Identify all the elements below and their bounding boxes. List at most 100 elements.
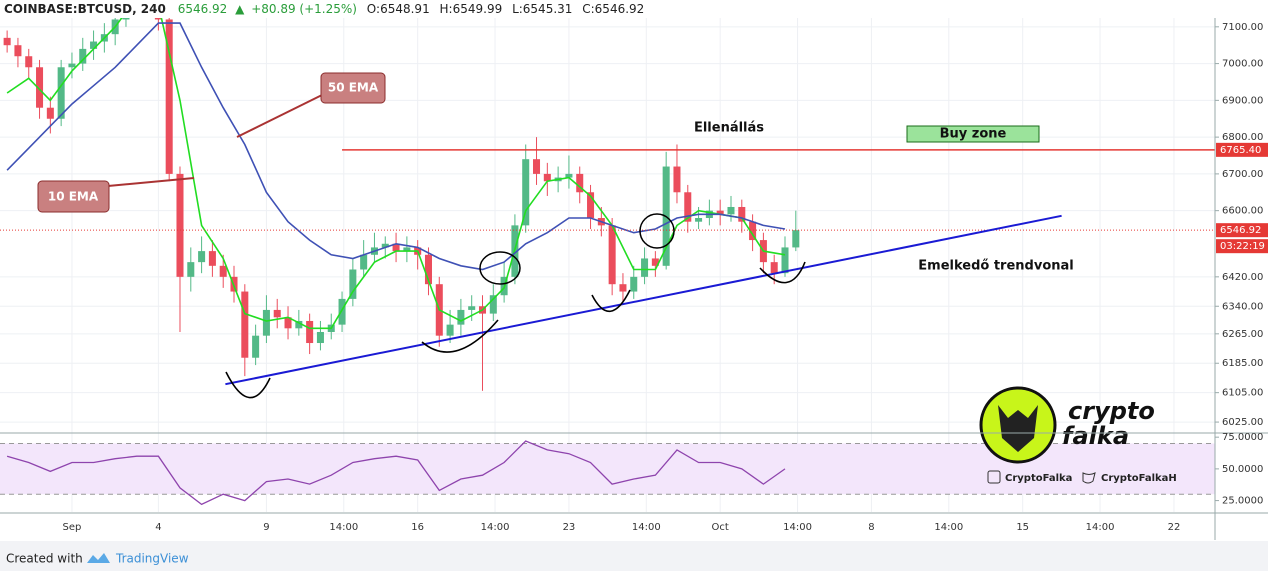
high: H:6549.99 (440, 2, 503, 16)
candle-body (198, 251, 206, 263)
y-tick-label: 6900.00 (1222, 95, 1263, 106)
candle-body (457, 309, 465, 325)
candle-body (338, 298, 346, 325)
x-tick-label: 22 (1168, 522, 1181, 533)
candle-body (565, 173, 573, 178)
trendline-label: Emelkedő trendvonal (918, 259, 1073, 274)
candle-body (25, 56, 33, 68)
candle-body (381, 243, 389, 248)
ema-line (6, 22, 786, 271)
candle-body (176, 173, 184, 277)
tradingview-icon (87, 553, 110, 563)
candle-body (262, 309, 270, 336)
candle-body (360, 254, 368, 270)
symbol: COINBASE:BTCUSD, 240 (4, 2, 166, 16)
hand-curve (759, 261, 806, 284)
candle-body (46, 107, 54, 119)
price-label-box (1216, 142, 1268, 157)
hand-curve (591, 289, 631, 313)
axes: Sep 4 9 14:00 16 14:00 23 14:00 Oct 14:00 8 14:00 15… (63, 22, 1268, 533)
x-tick-label: 4 (155, 522, 161, 533)
callout-label: 10 EMA (48, 190, 99, 204)
rsi-tick-label: 75.0000 (1222, 432, 1263, 443)
facebook-handle: CryptoFalka (1005, 473, 1072, 484)
annotations: 50 EMA 10 EMA Ellenállás Buy zone Emelke… (37, 72, 1177, 484)
header: COINBASE:BTCUSD, 240 6546.92 ▲ +80.89 (+… (4, 2, 644, 16)
candle-body (122, 18, 130, 20)
price-label: 6546.92 (1220, 225, 1261, 236)
countdown-box (1216, 239, 1268, 254)
footer-brand[interactable]: TradingView (115, 552, 189, 566)
logo-wolf (998, 405, 1038, 452)
rsi-line (6, 440, 786, 506)
ema-line (6, 18, 786, 330)
x-tick-label: 16 (411, 522, 424, 533)
low: L:6545.31 (512, 2, 572, 16)
x-tick-label: 9 (263, 522, 269, 533)
y-tick-label: 6340.00 (1222, 301, 1263, 312)
countdown: 03:22:19 (1220, 241, 1265, 252)
logo-title: crypto (1068, 397, 1155, 425)
x-tick-label: 23 (563, 522, 576, 533)
candle-body (468, 306, 476, 310)
buy-zone-box (906, 125, 1040, 143)
price-label: 6765.40 (1220, 145, 1261, 156)
candle-body (489, 295, 497, 314)
candle-body (749, 221, 757, 241)
candle-body (543, 173, 551, 182)
callout-box (320, 72, 386, 104)
candle-body (403, 247, 411, 252)
y-tick-label: 7000.00 (1222, 59, 1263, 70)
x-tick-label: 15 (1016, 522, 1029, 533)
candle-body (716, 210, 724, 215)
x-tick-label: 14:00 (329, 522, 358, 533)
candle-body (90, 41, 98, 49)
candle-body (727, 206, 735, 215)
facebook-icon (987, 470, 1001, 484)
twitter-handle: CryptoFalkaH (1101, 473, 1177, 484)
footer (0, 541, 1268, 571)
candle-body (695, 218, 703, 222)
y-tick-label: 6420.00 (1222, 272, 1263, 283)
last-price: 6546.92 (178, 2, 228, 16)
candle-body (316, 331, 324, 344)
candle-body (273, 309, 281, 318)
twitter-icon (1082, 472, 1096, 484)
candle-body (608, 225, 616, 285)
candle-body (392, 243, 400, 252)
candle-body (424, 254, 432, 285)
y-tick-label: 6600.00 (1222, 206, 1263, 217)
callout-label: 50 EMA (328, 81, 379, 95)
candle-body (446, 324, 454, 336)
x-tick-label: 14:00 (481, 522, 510, 533)
candle-body (57, 67, 65, 119)
resistance-label: Ellenállás (694, 121, 764, 136)
candle-body (522, 159, 530, 226)
callout-box (37, 180, 110, 213)
hand-circle (479, 251, 521, 285)
y-tick-label: 6105.00 (1222, 388, 1263, 399)
candle-body (154, 18, 162, 20)
buy-zone-label: Buy zone (940, 127, 1007, 142)
x-tick-label: Oct (712, 522, 729, 533)
change-arrow: ▲ (235, 2, 245, 16)
candle-body (295, 320, 303, 329)
y-tick-label: 6800.00 (1222, 132, 1263, 143)
candle-body (619, 284, 627, 292)
candle-body (587, 192, 595, 219)
x-tick-label: 8 (868, 522, 874, 533)
y-tick-label: 6185.00 (1222, 358, 1263, 369)
candle-body (781, 247, 789, 274)
candle-body (79, 48, 87, 64)
candle-body (208, 251, 216, 266)
rsi-tick-label: 50.0000 (1222, 464, 1263, 475)
candle-body (306, 320, 314, 344)
price-pane (0, 18, 1215, 391)
x-tick-label: 14:00 (934, 522, 963, 533)
candle-body (651, 258, 659, 266)
candle-body (641, 258, 649, 277)
x-tick-label: 14:00 (783, 522, 812, 533)
y-tick-label: 6700.00 (1222, 169, 1263, 180)
